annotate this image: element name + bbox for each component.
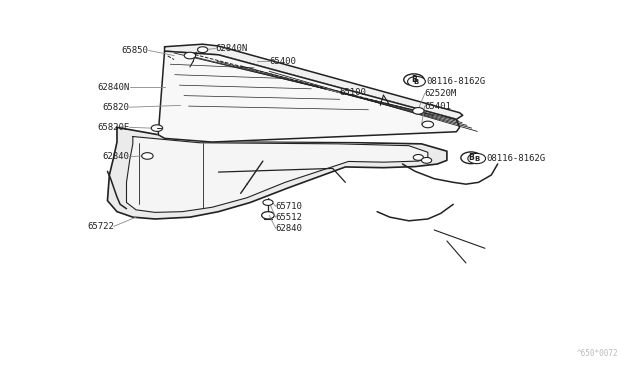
Circle shape [141, 153, 153, 159]
Polygon shape [164, 44, 463, 119]
Circle shape [408, 76, 426, 87]
Circle shape [413, 154, 424, 160]
Circle shape [263, 199, 273, 205]
Text: 65820: 65820 [103, 103, 130, 112]
Text: 65100: 65100 [339, 88, 366, 97]
Text: ^650*0072: ^650*0072 [577, 349, 618, 358]
Circle shape [198, 47, 208, 52]
Text: 08116-8162G: 08116-8162G [486, 154, 545, 163]
Circle shape [422, 157, 431, 163]
Text: 62840: 62840 [103, 152, 130, 161]
Polygon shape [127, 137, 428, 212]
Text: B: B [414, 78, 419, 84]
Text: B: B [468, 153, 474, 162]
Polygon shape [158, 51, 460, 142]
Circle shape [413, 108, 424, 114]
Circle shape [461, 152, 481, 164]
Circle shape [404, 74, 424, 86]
Text: 62840N: 62840N [97, 83, 130, 92]
Text: 65710: 65710 [276, 202, 303, 211]
Text: 65722: 65722 [87, 222, 114, 231]
Text: 65400: 65400 [269, 57, 296, 66]
Text: 65820E: 65820E [97, 123, 130, 132]
Text: 62520M: 62520M [425, 89, 457, 98]
Text: B: B [474, 155, 479, 161]
Text: 65401: 65401 [425, 102, 452, 110]
Text: B: B [411, 75, 417, 84]
Circle shape [184, 52, 196, 59]
Text: 65850: 65850 [122, 46, 148, 55]
Circle shape [151, 125, 163, 131]
Circle shape [422, 121, 433, 128]
Text: 62840: 62840 [276, 224, 303, 232]
Text: 65512: 65512 [276, 213, 303, 222]
Circle shape [468, 153, 486, 164]
Text: 08116-8162G: 08116-8162G [426, 77, 485, 86]
Circle shape [262, 212, 275, 219]
Text: 62840N: 62840N [215, 44, 248, 53]
Polygon shape [108, 127, 447, 219]
